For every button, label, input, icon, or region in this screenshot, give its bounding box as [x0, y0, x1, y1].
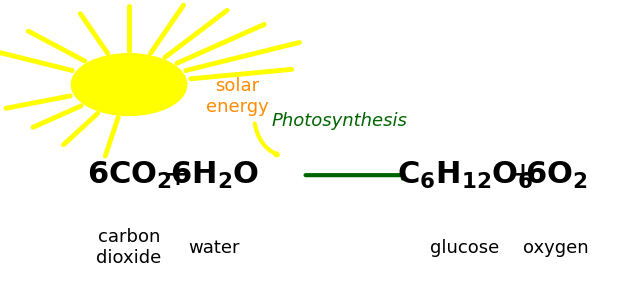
Circle shape [72, 54, 186, 115]
Text: $\mathregular{C_6H_{12}O_6}$: $\mathregular{C_6H_{12}O_6}$ [397, 160, 534, 191]
Text: oxygen: oxygen [523, 239, 589, 257]
Text: $\mathregular{6CO_2}$: $\mathregular{6CO_2}$ [86, 160, 172, 191]
Text: carbon
dioxide: carbon dioxide [97, 228, 162, 267]
Text: +: + [163, 159, 191, 192]
Text: solar
energy: solar energy [206, 77, 268, 116]
Text: Photosynthesis: Photosynthesis [272, 112, 408, 130]
Text: glucose: glucose [431, 239, 500, 257]
Text: $\mathregular{6O_2}$: $\mathregular{6O_2}$ [525, 160, 588, 191]
Text: $\mathregular{6H_2O}$: $\mathregular{6H_2O}$ [170, 160, 259, 191]
Text: +: + [508, 159, 536, 192]
Text: water: water [189, 239, 240, 257]
